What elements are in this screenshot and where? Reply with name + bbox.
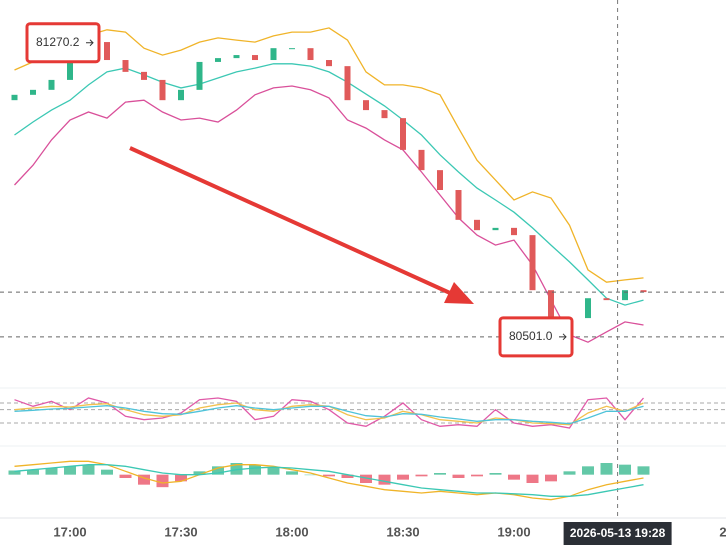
candle-body <box>233 55 240 59</box>
histogram-bar <box>82 464 95 475</box>
x-tick-label: 20:00 <box>719 524 726 539</box>
histogram-bar <box>508 474 520 480</box>
trend-arrow <box>129 146 474 304</box>
x-tick-label: 17:00 <box>53 524 86 539</box>
histogram-bar <box>249 464 261 475</box>
histogram-bar <box>8 470 21 475</box>
candle-body <box>252 55 258 61</box>
candle-body <box>326 60 332 67</box>
crosshair-label: 2026-05-13 19:28 <box>570 526 666 540</box>
x-tick-label: 18:00 <box>275 524 308 539</box>
annotation-box <box>498 316 574 358</box>
candle-body <box>215 58 221 62</box>
candle-body <box>48 79 55 90</box>
histogram-bar <box>397 474 409 480</box>
histogram-bar <box>452 474 465 478</box>
histogram-bar <box>138 474 150 485</box>
candle-body <box>381 110 388 119</box>
candle-body <box>418 149 425 171</box>
annotation-label: 81270.2 <box>36 35 80 49</box>
x-tick-label: 19:00 <box>497 524 530 539</box>
candle-body <box>492 227 499 231</box>
histogram-bar <box>415 474 428 477</box>
histogram-bar <box>286 471 298 475</box>
candle-body <box>529 235 536 291</box>
indicator-line <box>14 464 644 497</box>
indicator-line <box>14 27 644 283</box>
histogram-bar <box>101 469 113 475</box>
annotation-box <box>25 22 101 64</box>
annotation-pointer <box>559 333 567 341</box>
candle-body <box>363 100 369 111</box>
histogram-bar <box>619 464 631 475</box>
histogram-bar <box>193 471 206 475</box>
histogram-bar <box>323 474 335 477</box>
candle-body <box>603 298 610 301</box>
candle-body <box>400 118 406 150</box>
histogram-bar <box>637 466 650 475</box>
candle-body <box>437 170 443 191</box>
histogram-bar <box>471 474 483 477</box>
histogram-bar <box>378 474 391 485</box>
histogram-bar <box>212 466 224 475</box>
candle-body <box>11 94 18 101</box>
histogram-bar <box>156 474 169 488</box>
candle-body <box>104 42 110 61</box>
candle-body <box>30 89 36 95</box>
candle-body <box>307 48 314 61</box>
indicator-line <box>14 85 644 343</box>
candle-body <box>159 79 166 101</box>
candle-body <box>178 89 184 101</box>
candle-body <box>141 71 147 80</box>
candle-body <box>67 48 73 80</box>
indicator-line <box>14 460 644 501</box>
histogram-bar <box>563 471 576 475</box>
candle-body <box>344 66 351 101</box>
candle-body <box>196 61 203 90</box>
histogram-bar <box>267 468 280 475</box>
candle-body <box>622 290 628 301</box>
annotation-label: 80501.0 <box>509 329 553 343</box>
annotation-pointer <box>86 39 94 47</box>
candle-body <box>585 298 591 319</box>
candle-body <box>474 219 480 231</box>
histogram-bar <box>175 474 187 482</box>
crosshair-label-box <box>563 522 672 545</box>
histogram-bar <box>64 466 76 475</box>
histogram-bar <box>304 474 317 476</box>
histogram-bar <box>600 463 613 475</box>
histogram-bar <box>230 463 243 475</box>
histogram-bar <box>545 474 557 482</box>
histogram-bar <box>341 474 354 478</box>
arrow-head <box>444 282 474 304</box>
candle-body <box>511 227 517 236</box>
histogram-bar <box>582 466 594 475</box>
histogram-bar <box>360 474 372 483</box>
candle-body <box>455 190 462 220</box>
x-tick-label: 17:30 <box>164 524 197 539</box>
candle-body <box>548 290 554 321</box>
histogram-bar <box>489 473 502 475</box>
indicator-line <box>14 397 644 429</box>
arrow-shaft <box>129 146 451 295</box>
histogram-bar <box>45 468 58 475</box>
histogram-bar <box>434 473 446 475</box>
histogram-bar <box>119 474 132 478</box>
candle-body <box>289 48 295 50</box>
candle-body <box>122 60 129 72</box>
candle-body <box>270 48 277 61</box>
indicator-line <box>14 63 644 306</box>
x-tick-label: 18:30 <box>386 524 419 539</box>
histogram-bar <box>27 469 39 475</box>
indicator-line <box>14 405 644 425</box>
histogram-bar <box>526 474 539 483</box>
candle-body <box>640 290 647 293</box>
